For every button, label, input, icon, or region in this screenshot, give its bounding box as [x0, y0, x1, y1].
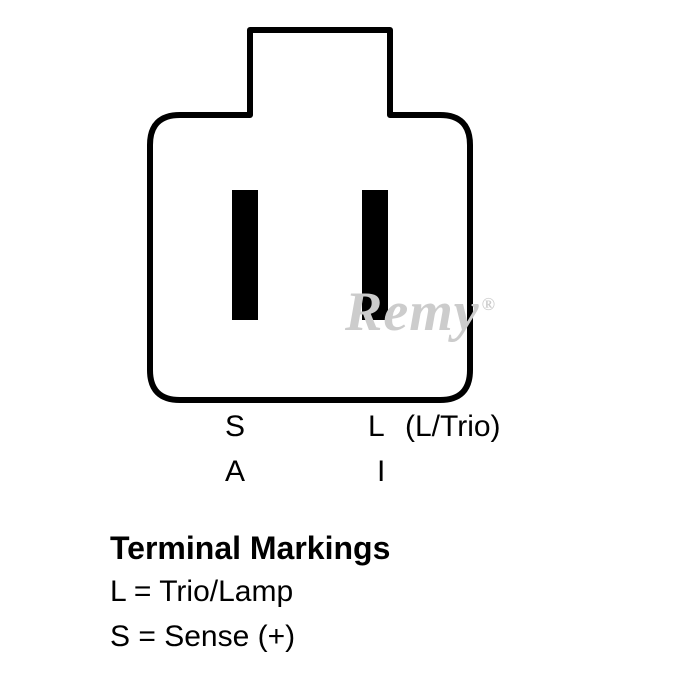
legend-title: Terminal Markings [110, 530, 390, 567]
label-i: I [377, 455, 385, 489]
label-s: S [225, 410, 245, 444]
label-l-trio: (L/Trio) [405, 410, 501, 444]
watermark: Remy® [345, 280, 496, 344]
diagram-canvas: Remy® S L (L/Trio) A I Terminal Markings… [0, 0, 700, 700]
watermark-reg: ® [482, 294, 496, 314]
label-l: L [368, 410, 385, 444]
legend-line-2: S = Sense (+) [110, 620, 295, 654]
legend-line-1: L = Trio/Lamp [110, 575, 293, 609]
watermark-text: Remy [345, 281, 480, 343]
label-a: A [225, 455, 245, 489]
connector-outline [140, 20, 500, 420]
pin-left [232, 190, 258, 320]
